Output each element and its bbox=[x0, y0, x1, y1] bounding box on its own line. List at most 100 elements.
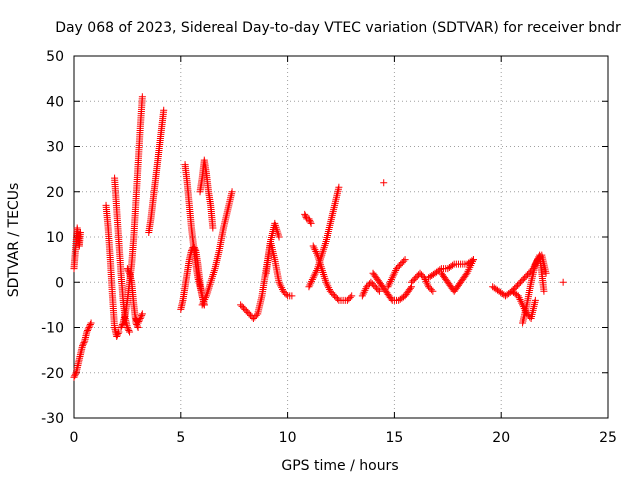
y-tick-label: -10 bbox=[41, 321, 64, 337]
data-point bbox=[228, 188, 236, 196]
data-point bbox=[373, 284, 381, 292]
data-point bbox=[125, 327, 133, 335]
data-point bbox=[210, 267, 218, 275]
data-point bbox=[309, 242, 317, 250]
series-arc-19 bbox=[380, 179, 388, 187]
data-point bbox=[332, 293, 340, 301]
x-axis-label: GPS time / hours bbox=[281, 458, 398, 474]
data-point bbox=[516, 295, 524, 303]
data-point bbox=[331, 292, 339, 300]
data-point bbox=[395, 262, 403, 270]
data-point bbox=[559, 278, 567, 286]
data-point bbox=[205, 284, 213, 292]
series-arc-27 bbox=[519, 251, 548, 327]
data-point bbox=[321, 241, 329, 249]
data-point bbox=[310, 272, 318, 280]
data-point bbox=[126, 328, 134, 336]
x-tick-label: 5 bbox=[176, 430, 185, 446]
data-point bbox=[320, 272, 328, 280]
data-point bbox=[391, 268, 399, 276]
data-point bbox=[321, 239, 329, 247]
data-point bbox=[202, 294, 210, 302]
data-point bbox=[346, 293, 354, 301]
data-point bbox=[79, 342, 87, 350]
y-tick-label: -20 bbox=[41, 366, 64, 382]
data-point bbox=[136, 314, 144, 322]
data-point bbox=[540, 287, 548, 295]
data-point bbox=[519, 275, 527, 283]
data-point bbox=[245, 310, 253, 318]
data-point bbox=[427, 286, 435, 294]
data-point bbox=[113, 333, 121, 341]
data-point bbox=[210, 269, 218, 277]
data-point bbox=[524, 271, 532, 279]
data-point bbox=[282, 290, 290, 298]
series-arc-7 bbox=[132, 310, 146, 327]
series-arc-1 bbox=[70, 224, 84, 273]
data-point bbox=[241, 305, 249, 313]
data-point bbox=[387, 276, 395, 284]
data-point bbox=[469, 256, 477, 264]
data-point bbox=[335, 183, 343, 191]
data-point bbox=[324, 282, 332, 290]
data-point bbox=[302, 213, 310, 221]
x-tick-label: 10 bbox=[279, 430, 297, 446]
data-point bbox=[368, 280, 376, 288]
data-point bbox=[389, 272, 397, 280]
data-point bbox=[384, 283, 392, 291]
data-point bbox=[79, 340, 87, 348]
data-point bbox=[237, 301, 245, 309]
data-point bbox=[343, 296, 351, 304]
data-point bbox=[136, 316, 144, 324]
data-point bbox=[313, 249, 321, 257]
data-point bbox=[387, 277, 395, 285]
data-point bbox=[514, 281, 522, 289]
series-arc-25 bbox=[489, 283, 539, 322]
data-point bbox=[238, 302, 246, 310]
data-point bbox=[308, 276, 316, 284]
data-point bbox=[407, 278, 415, 286]
data-point bbox=[118, 322, 126, 330]
data-point bbox=[76, 228, 84, 236]
data-point bbox=[410, 275, 418, 283]
x-tick-label: 20 bbox=[492, 430, 510, 446]
data-point bbox=[412, 274, 420, 282]
data-point bbox=[323, 280, 331, 288]
data-point bbox=[123, 324, 131, 331]
data-point bbox=[387, 295, 395, 303]
series-arc-15 bbox=[301, 210, 315, 227]
data-point bbox=[385, 281, 393, 289]
y-tick-label: 10 bbox=[46, 230, 64, 246]
series-arc-8 bbox=[145, 106, 168, 236]
data-point bbox=[205, 282, 213, 290]
data-point bbox=[113, 331, 121, 339]
series-arc-11 bbox=[196, 156, 217, 232]
x-tick-label: 25 bbox=[599, 430, 617, 446]
data-point bbox=[198, 301, 206, 309]
data-points bbox=[70, 93, 567, 381]
series-arc-5 bbox=[117, 93, 146, 331]
data-point bbox=[71, 370, 79, 378]
series-arc-28 bbox=[559, 278, 567, 286]
data-point bbox=[531, 260, 539, 268]
data-point bbox=[114, 330, 122, 338]
data-point bbox=[86, 322, 94, 330]
data-point bbox=[345, 295, 353, 303]
data-point bbox=[209, 272, 217, 280]
data-point bbox=[531, 296, 539, 304]
data-point bbox=[386, 279, 394, 287]
data-point bbox=[370, 281, 378, 289]
series-arc-12 bbox=[198, 188, 236, 309]
y-tick-label: 0 bbox=[55, 275, 64, 291]
data-point bbox=[200, 297, 208, 305]
data-point bbox=[522, 272, 530, 280]
series-arc-4 bbox=[111, 174, 134, 336]
data-point bbox=[124, 325, 132, 333]
data-point bbox=[87, 319, 95, 327]
data-point bbox=[409, 277, 417, 285]
data-point bbox=[312, 268, 320, 276]
x-axis: 0 5 10 15 20 25 bbox=[70, 56, 617, 446]
data-point bbox=[416, 269, 424, 277]
x-tick-label: 15 bbox=[385, 430, 403, 446]
